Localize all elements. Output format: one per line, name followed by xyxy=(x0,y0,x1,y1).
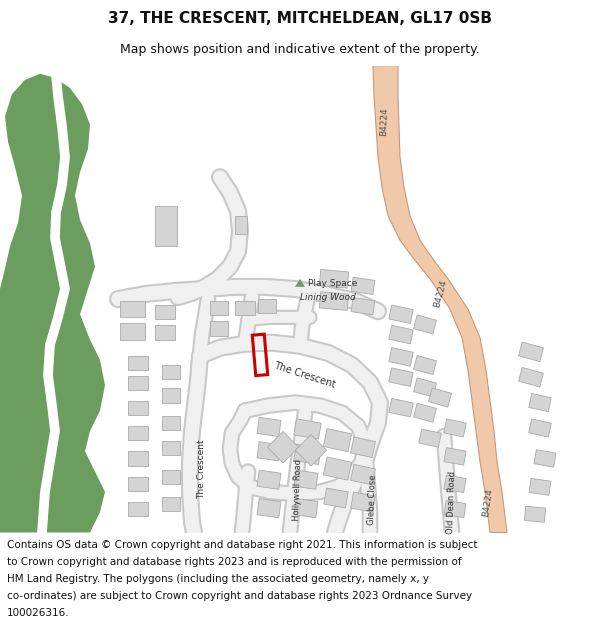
Bar xyxy=(419,429,441,447)
Bar xyxy=(389,348,413,366)
Bar xyxy=(413,356,436,374)
Bar xyxy=(155,305,175,319)
Bar xyxy=(128,502,148,516)
Bar xyxy=(444,419,466,437)
Text: Play Space: Play Space xyxy=(308,279,358,288)
Bar xyxy=(257,470,281,489)
Bar xyxy=(128,356,148,370)
Bar xyxy=(351,278,375,294)
Text: Old Dean Road: Old Dean Road xyxy=(446,471,458,534)
Text: HM Land Registry. The polygons (including the associated geometry, namely x, y: HM Land Registry. The polygons (includin… xyxy=(7,574,429,584)
Bar xyxy=(428,388,451,407)
Bar xyxy=(257,418,281,436)
Polygon shape xyxy=(295,279,305,287)
Bar xyxy=(252,334,268,376)
Bar xyxy=(413,315,436,334)
Bar xyxy=(128,477,148,491)
Bar xyxy=(162,388,180,402)
Bar xyxy=(444,475,466,492)
Text: B4224: B4224 xyxy=(432,279,448,309)
Text: Lining Wood: Lining Wood xyxy=(300,292,356,301)
Text: Map shows position and indicative extent of the property.: Map shows position and indicative extent… xyxy=(120,42,480,56)
Bar xyxy=(413,378,436,397)
Bar xyxy=(323,429,352,452)
Bar xyxy=(128,401,148,415)
Bar xyxy=(155,206,177,246)
Bar xyxy=(389,398,413,417)
Bar xyxy=(162,416,180,430)
Text: B4224: B4224 xyxy=(482,488,494,517)
Bar xyxy=(389,326,413,344)
Bar xyxy=(350,437,376,458)
Bar xyxy=(128,451,148,466)
Bar xyxy=(413,403,436,422)
Bar xyxy=(295,434,326,466)
Bar xyxy=(323,457,352,480)
Bar xyxy=(162,497,180,511)
Bar xyxy=(235,301,255,315)
Bar xyxy=(389,368,413,386)
Bar xyxy=(257,499,281,518)
Bar xyxy=(319,292,349,311)
Bar xyxy=(324,488,348,508)
Bar xyxy=(294,444,321,464)
Bar xyxy=(128,426,148,440)
Bar xyxy=(294,470,318,489)
Bar xyxy=(518,342,544,362)
Bar xyxy=(258,299,276,313)
Bar xyxy=(444,501,466,518)
Bar xyxy=(351,298,375,315)
Bar xyxy=(444,448,466,465)
Bar xyxy=(529,419,551,437)
Bar xyxy=(120,323,145,339)
Bar xyxy=(534,449,556,467)
Bar xyxy=(389,305,413,324)
Bar xyxy=(235,216,247,234)
Text: 37, THE CRESCENT, MITCHELDEAN, GL17 0SB: 37, THE CRESCENT, MITCHELDEAN, GL17 0SB xyxy=(108,11,492,26)
Text: Contains OS data © Crown copyright and database right 2021. This information is : Contains OS data © Crown copyright and d… xyxy=(7,540,478,550)
Text: Glebe Close: Glebe Close xyxy=(367,475,377,526)
Bar xyxy=(529,478,551,495)
Bar xyxy=(350,464,376,485)
Bar xyxy=(524,506,545,522)
Bar xyxy=(162,469,180,484)
Bar xyxy=(155,326,175,339)
Text: B4224: B4224 xyxy=(379,107,389,136)
Bar xyxy=(529,394,551,412)
Bar xyxy=(162,441,180,456)
Text: 100026316.: 100026316. xyxy=(7,608,70,618)
Bar xyxy=(351,492,375,512)
Bar xyxy=(128,376,148,391)
Bar xyxy=(162,365,180,379)
Bar xyxy=(518,368,544,387)
Bar xyxy=(257,442,281,461)
Bar xyxy=(294,419,321,439)
Bar xyxy=(319,269,349,288)
Text: The Crescent: The Crescent xyxy=(273,361,337,390)
Text: The Crescent: The Crescent xyxy=(197,440,206,499)
Bar xyxy=(268,431,299,463)
Bar xyxy=(210,321,228,336)
Polygon shape xyxy=(0,66,105,532)
Bar xyxy=(120,301,145,318)
Text: co-ordinates) are subject to Crown copyright and database rights 2023 Ordnance S: co-ordinates) are subject to Crown copyr… xyxy=(7,591,472,601)
Bar xyxy=(294,499,318,518)
Bar xyxy=(210,301,228,315)
Polygon shape xyxy=(373,66,507,532)
Text: Hollywell Road: Hollywell Road xyxy=(292,459,304,521)
Text: to Crown copyright and database rights 2023 and is reproduced with the permissio: to Crown copyright and database rights 2… xyxy=(7,557,462,567)
